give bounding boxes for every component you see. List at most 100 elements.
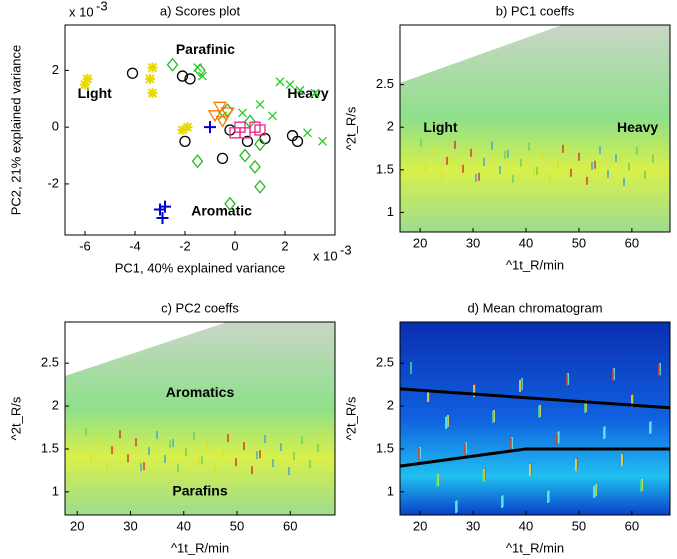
heatmap-streak (547, 491, 549, 503)
heatmap-streak (499, 165, 501, 174)
x-tick-label: 40 (519, 518, 533, 533)
x-tick-label: -6 (79, 238, 91, 253)
chart-title: a) Scores plot (160, 3, 241, 18)
scatter-point (191, 154, 204, 169)
scatter-point (275, 77, 285, 87)
scatter-point (82, 73, 93, 84)
heatmap-streak (410, 362, 412, 374)
heatmap-streak (111, 446, 113, 455)
heatmap-streak (127, 454, 129, 463)
heatmap-streak (98, 437, 100, 446)
heatmap-streak (322, 429, 324, 438)
heatmap-streak (418, 448, 420, 460)
scatter-point (291, 135, 304, 148)
y-axis-label: PC2, 21% explained variance (8, 45, 23, 216)
y-tick-label: -2 (47, 175, 59, 190)
scatter-point (204, 121, 216, 134)
heatmap-streak (478, 172, 480, 181)
heatmap-streak (483, 157, 485, 166)
heatmap-streak (549, 175, 551, 184)
heatmap-streak (538, 406, 540, 418)
annotation: Parafinic (176, 41, 235, 57)
heatmap-streak (230, 433, 232, 442)
heatmap-streak (482, 470, 484, 482)
x-tick-label: 30 (466, 518, 480, 533)
scatter-point (212, 101, 228, 114)
heatmap-streak (135, 438, 137, 447)
x-axis-label: ^1t_R/min (506, 257, 564, 272)
y-axis-label: ^2t_R/s (8, 396, 23, 440)
exponent: -3 (96, 0, 108, 13)
heatmap-streak (612, 369, 614, 381)
scatter-point (254, 124, 266, 136)
y-tick-label: 1 (387, 483, 394, 498)
y-tick-label: 2 (387, 397, 394, 412)
y-tick-label: 1.5 (376, 161, 394, 176)
heatmap-streak (603, 427, 605, 439)
heatmap-streak (593, 486, 595, 498)
heatmap-streak (222, 449, 224, 458)
plot-frame (399, 24, 671, 233)
x-tick-label: 20 (70, 518, 84, 533)
heatmap-streak (475, 173, 477, 182)
scatter-point (285, 80, 295, 90)
heatmap-mask (400, 25, 562, 83)
scatter-point (220, 107, 235, 120)
heatmap-streak (528, 142, 530, 151)
heatmap-streak (143, 462, 145, 471)
heatmap-streak (172, 439, 174, 448)
panel: 20 30 40 50 60 1 1.5 2 2.5 c) PC2 coeffs ^1t_R/min… (8, 300, 336, 555)
heatmap-streak (473, 385, 475, 397)
annotation: Light (423, 119, 458, 135)
heatmap-streak (557, 159, 559, 168)
x-tick-label: 30 (123, 518, 137, 533)
annotation: Aromatics (166, 384, 235, 400)
heatmap-streak (492, 411, 494, 423)
x-tick-label: 40 (519, 235, 533, 250)
scatter-point (234, 121, 246, 133)
heatmap-streak (198, 457, 200, 466)
x-tick-label: 60 (283, 518, 297, 533)
heatmap-streak (264, 435, 266, 444)
heatmap-streak (599, 145, 601, 154)
heatmap-streak (640, 480, 642, 492)
x-tick-label: 60 (625, 235, 639, 250)
scatter-point (177, 125, 188, 135)
x-tick-label: 50 (572, 518, 586, 533)
heatmap-streak (644, 170, 646, 179)
heatmap-streak (570, 168, 572, 177)
heatmap-streak (243, 442, 245, 451)
heatmap-streak (177, 464, 179, 473)
exponent-base: x 10 (69, 4, 94, 19)
scatter-point (238, 108, 247, 118)
heatmap-streak (464, 443, 466, 455)
heatmap-streak (541, 151, 543, 160)
heatmap-streak (594, 160, 596, 169)
heatmap-streak (470, 148, 472, 157)
heatmap-streak (519, 380, 521, 392)
heatmap-streak (85, 428, 87, 437)
scatter-point (249, 159, 261, 174)
scatter-point (310, 88, 320, 98)
heatmap-streak (529, 464, 531, 476)
heatmap-streak (301, 436, 303, 445)
heatmap-streak (114, 445, 116, 454)
y-tick-label: 2 (387, 119, 394, 134)
heatmap-streak (615, 153, 617, 162)
heatmap-streak (317, 444, 319, 453)
heatmap-streak (586, 176, 588, 185)
scatter-point (184, 73, 196, 85)
scatter-point (198, 71, 207, 81)
scatter-point (182, 122, 193, 133)
panel: 20 30 40 50 60 1 1.5 2 2.5 b) PC1 coeffs ^1t_R/min… (343, 3, 671, 272)
heatmap-streak (140, 463, 142, 472)
chart-title: b) PC1 coeffs (496, 3, 575, 18)
scatter-point (224, 196, 236, 211)
heatmap-streak (156, 431, 158, 440)
heatmap-streak (280, 443, 282, 452)
heatmap-streak (636, 146, 638, 155)
heatmap-streak (445, 417, 447, 429)
heatmap-streak (272, 459, 274, 468)
panel: -6 -4 -2 0 2 -2 0 2 a) Scores plot PC1, 40% expla… (8, 0, 351, 275)
